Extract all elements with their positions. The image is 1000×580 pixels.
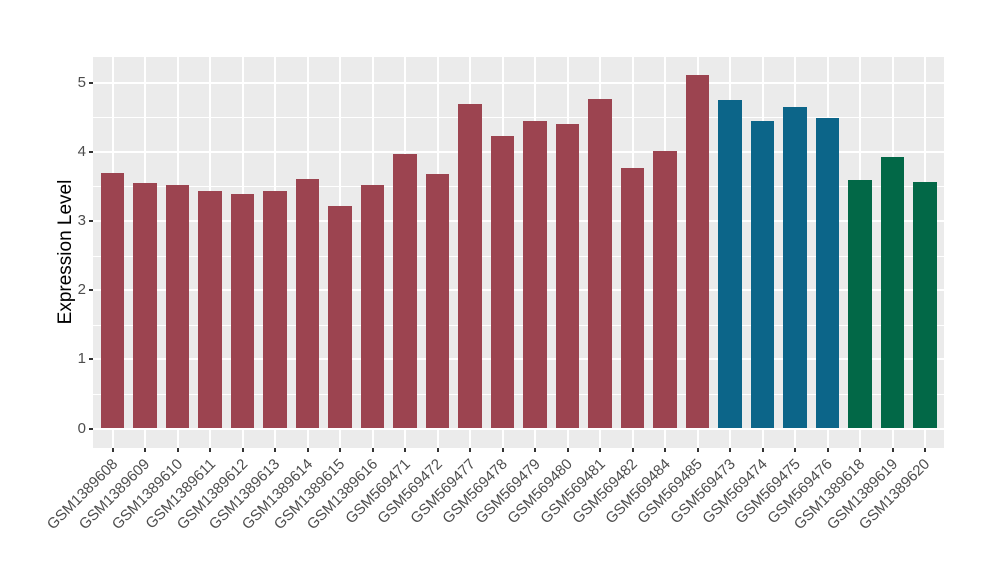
bar-GSM1389616 <box>360 184 385 429</box>
bar-GSM569481 <box>588 99 612 429</box>
major-gridline <box>93 81 944 84</box>
x-axis-tick <box>891 448 894 452</box>
x-axis-tick <box>501 448 504 452</box>
minor-gridline <box>93 186 944 188</box>
x-axis-tick <box>729 448 731 452</box>
x-axis-tick <box>436 448 439 452</box>
y-axis-tick <box>89 289 93 292</box>
x-axis-tick <box>859 448 861 452</box>
y-tick-label: 2 <box>77 281 86 299</box>
bar-GSM1389618 <box>848 180 872 429</box>
x-axis-tick <box>241 448 244 452</box>
bar-GSM569484 <box>653 151 677 429</box>
bar-GSM569473 <box>718 100 742 429</box>
bar-GSM569485 <box>685 74 710 429</box>
major-gridline <box>93 358 944 361</box>
bar-GSM1389614 <box>295 178 320 429</box>
y-tick-label: 4 <box>77 142 86 160</box>
bar-GSM569476 <box>815 118 840 429</box>
bar-GSM1389612 <box>230 193 255 429</box>
major-gridline <box>93 219 944 222</box>
major-gridline <box>93 150 944 153</box>
bar-GSM569472 <box>425 173 450 429</box>
x-axis-tick <box>761 448 764 452</box>
minor-gridline <box>93 393 944 395</box>
x-axis-tick <box>566 448 569 452</box>
x-axis-tick <box>924 448 926 452</box>
bar-GSM569475 <box>783 107 807 429</box>
x-axis-tick <box>404 448 406 452</box>
plot-panel <box>93 57 944 448</box>
bar-GSM569479 <box>523 121 547 429</box>
x-axis-tick <box>696 448 699 452</box>
bar-GSM569482 <box>620 167 645 429</box>
x-axis-tick <box>144 448 146 452</box>
bar-GSM569474 <box>750 121 775 429</box>
x-axis-tick <box>534 448 536 452</box>
x-axis-tick <box>371 448 374 452</box>
x-axis-tick <box>209 448 211 452</box>
bar-GSM1389608 <box>100 173 125 429</box>
x-axis-tick <box>664 448 666 452</box>
x-axis-tick <box>631 448 634 452</box>
y-axis-title: Expression Level <box>55 179 76 325</box>
x-axis-tick <box>111 448 114 452</box>
x-axis-tick <box>826 448 829 452</box>
y-axis-tick <box>89 358 93 361</box>
bar-GSM1389619 <box>880 156 905 429</box>
bar-GSM569478 <box>490 136 515 429</box>
bar-GSM1389620 <box>913 182 937 429</box>
bar-GSM1389610 <box>165 184 190 429</box>
minor-gridline <box>93 255 944 257</box>
x-axis-tick <box>306 448 309 452</box>
x-axis-tick <box>339 448 341 452</box>
bar-GSM569477 <box>458 103 482 429</box>
y-tick-label: 3 <box>77 211 86 229</box>
major-gridline <box>93 289 944 292</box>
minor-gridline <box>93 117 944 119</box>
bar-GSM569480 <box>555 124 580 429</box>
x-axis-tick <box>794 448 796 452</box>
x-axis-tick <box>274 448 276 452</box>
x-axis-tick <box>469 448 471 452</box>
y-tick-label: 0 <box>77 419 86 437</box>
y-axis-tick <box>89 150 93 153</box>
bar-GSM569471 <box>393 153 417 429</box>
bar-GSM1389611 <box>198 191 222 429</box>
y-axis-tick <box>89 427 93 430</box>
y-tick-label: 1 <box>77 350 86 368</box>
minor-gridline <box>93 324 944 326</box>
major-gridline <box>93 427 944 430</box>
x-axis-tick <box>176 448 179 452</box>
bar-GSM1389609 <box>133 182 157 429</box>
x-axis-tick <box>599 448 601 452</box>
y-axis-tick <box>89 219 93 222</box>
bar-GSM1389613 <box>263 191 287 429</box>
y-axis-tick <box>89 81 93 84</box>
y-tick-label: 5 <box>77 73 86 91</box>
bar-GSM1389615 <box>328 205 352 429</box>
